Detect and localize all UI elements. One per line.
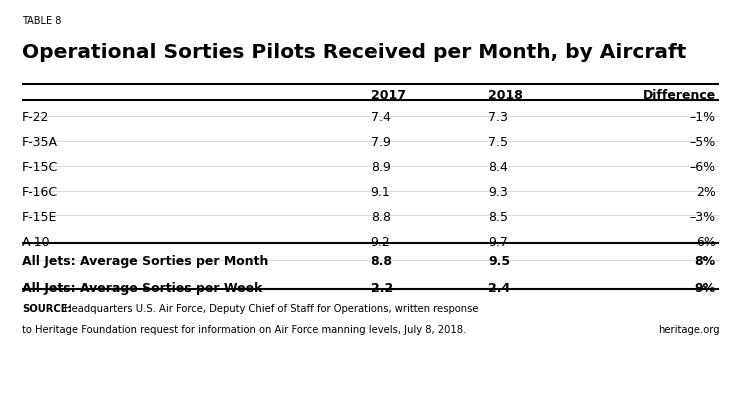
Text: –3%: –3% [689,211,716,224]
Text: 2%: 2% [696,186,716,199]
Text: –6%: –6% [689,161,716,174]
Text: F-15E: F-15E [22,211,57,224]
Text: 8.5: 8.5 [488,211,508,224]
Text: to Heritage Foundation request for information on Air Force manning levels, July: to Heritage Foundation request for infor… [22,325,466,335]
Text: All Jets: Average Sorties per Week: All Jets: Average Sorties per Week [22,282,262,295]
Text: 9.7: 9.7 [488,236,508,249]
Text: Operational Sorties Pilots Received per Month, by Aircraft: Operational Sorties Pilots Received per … [22,43,686,62]
Text: 9.1: 9.1 [371,186,390,199]
Text: F-15C: F-15C [22,161,58,174]
Text: 7.3: 7.3 [488,111,508,124]
Text: –5%: –5% [689,136,716,149]
Text: 8.4: 8.4 [488,161,508,174]
Text: 9.5: 9.5 [488,255,510,268]
Text: F-22: F-22 [22,111,49,124]
Text: 6%: 6% [696,236,716,249]
Text: 8%: 8% [694,255,716,268]
Text: F-35A: F-35A [22,136,58,149]
Text: 2.2: 2.2 [371,282,393,295]
Text: 2017: 2017 [371,89,406,102]
Text: 8.8: 8.8 [371,255,393,268]
Text: 2018: 2018 [488,89,523,102]
Text: 8.9: 8.9 [371,161,390,174]
Text: TABLE 8: TABLE 8 [22,16,62,26]
Text: Headquarters U.S. Air Force, Deputy Chief of Staff for Operations, written respo: Headquarters U.S. Air Force, Deputy Chie… [61,304,479,314]
Text: All Jets: Average Sorties per Month: All Jets: Average Sorties per Month [22,255,269,268]
Text: 2.4: 2.4 [488,282,510,295]
Text: A-10: A-10 [22,236,51,249]
Text: 7.9: 7.9 [371,136,390,149]
Text: 7.5: 7.5 [488,136,508,149]
Text: SOURCE:: SOURCE: [22,304,72,314]
Text: F-16C: F-16C [22,186,58,199]
Text: –1%: –1% [689,111,716,124]
Text: 9.2: 9.2 [371,236,390,249]
Text: 7.4: 7.4 [371,111,390,124]
Text: 9.3: 9.3 [488,186,508,199]
Text: Difference: Difference [642,89,716,102]
Text: 9%: 9% [694,282,716,295]
Text: 8.8: 8.8 [371,211,390,224]
Text: heritage.org: heritage.org [658,325,719,335]
